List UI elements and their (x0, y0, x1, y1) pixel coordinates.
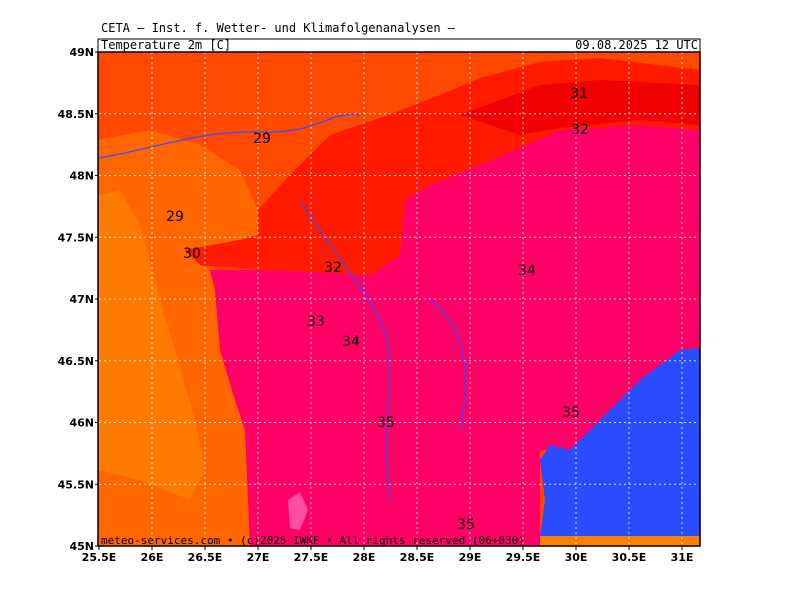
contour-label: 35 (377, 415, 395, 431)
lat-tick-label: 46.5N (58, 355, 94, 368)
lon-tick-label: 27.5E (294, 551, 329, 564)
contour-label: 32 (571, 122, 589, 138)
footer-credit: meteo-services.com • (c)2025 IWKF • All … (101, 534, 525, 547)
lon-tick-label: 25.5E (82, 551, 117, 564)
contour-label: 34 (342, 334, 360, 350)
lon-tick-label: 26E (141, 551, 164, 564)
graticule (99, 52, 700, 546)
valid-time: 09.08.2025 12 UTC (575, 38, 698, 52)
lat-tick-label: 48N (69, 170, 94, 183)
lat-tick-label: 49N (69, 46, 94, 59)
lon-tick-label: 30.5E (612, 551, 647, 564)
contour-label: 35 (457, 517, 475, 533)
lon-tick-label: 29.5E (506, 551, 541, 564)
field-label: Temperature_2m [C] (101, 38, 231, 52)
contour-label: 31 (570, 86, 588, 102)
borders (97, 113, 467, 501)
temp-zone-34 (210, 125, 700, 546)
lon-tick-label: 31E (671, 551, 694, 564)
contour-label: 34 (518, 263, 536, 279)
lon-tick-label: 27E (247, 551, 270, 564)
lat-tick-label: 46N (69, 417, 94, 430)
temp-zone-36 (288, 492, 308, 530)
sea (540, 348, 700, 536)
contour-label: 30 (183, 246, 201, 262)
header-title: CETA — Inst. f. Wetter- und Klimafolgena… (101, 21, 456, 35)
contour-label: 35 (562, 405, 580, 421)
lon-tick-label: 29E (459, 551, 482, 564)
lon-tick-label: 28.5E (400, 551, 435, 564)
temp-zone-32 (460, 80, 700, 135)
lat-tick-label: 45N (69, 540, 94, 553)
lat-tick-label: 48.5N (58, 108, 94, 121)
lat-tick-label: 47N (69, 293, 94, 306)
contour-label: 29 (253, 131, 271, 147)
contour-label: 33 (307, 314, 325, 330)
lon-tick-label: 30E (565, 551, 588, 564)
lon-tick-label: 28E (353, 551, 376, 564)
axes: 25.5E 26E 26.5E 27E 27.5E 28E 28.5E 29E 29.5E 30E… (58, 46, 694, 564)
lon-tick-label: 26.5E (188, 551, 223, 564)
contour-label: 32 (324, 260, 342, 276)
contour-label: 29 (166, 209, 184, 225)
map-area: 31 32 29 29 30 32 34 33 34 35 35 35 mete… (97, 52, 700, 547)
lat-tick-label: 45.5N (58, 478, 94, 491)
lat-tick-label: 47.5N (58, 231, 94, 244)
coast-strip (540, 536, 700, 546)
